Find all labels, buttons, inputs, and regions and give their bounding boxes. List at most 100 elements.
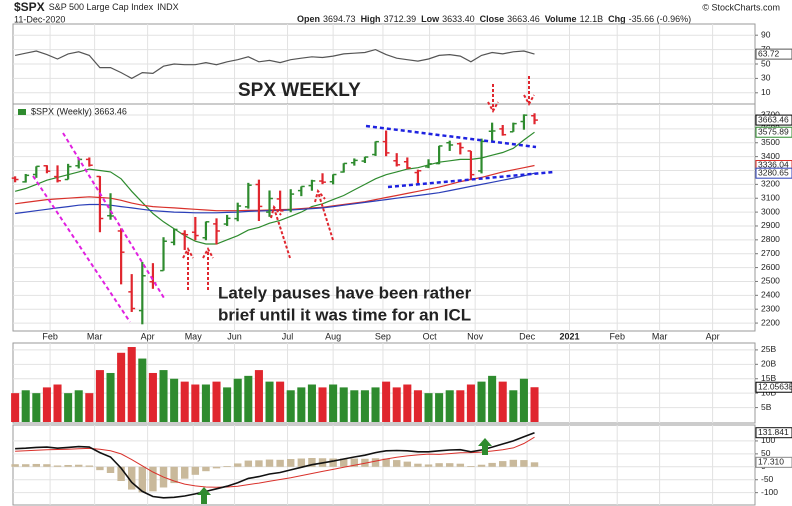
- histogram-bar: [64, 464, 72, 467]
- x-tick-label: May: [185, 331, 203, 341]
- volume-bar: [223, 387, 232, 422]
- histogram-bar: [11, 464, 19, 467]
- volume-bar: [519, 378, 528, 422]
- index-name: S&P 500 Large Cap Index: [49, 2, 154, 12]
- up-arrow: [478, 438, 492, 455]
- histogram-bar: [446, 463, 454, 467]
- volume-bar: [382, 381, 391, 422]
- quote-label: Volume: [545, 14, 577, 24]
- y-tick-label: 2200: [761, 317, 780, 327]
- histogram-bar: [329, 458, 337, 467]
- y-tick-label: 3000: [761, 206, 780, 216]
- volume-bar: [42, 387, 51, 422]
- x-tick-label: Feb: [609, 331, 625, 341]
- y-tick-label: 15B: [761, 373, 776, 383]
- channel-line: [62, 132, 165, 299]
- arrow: [270, 204, 291, 259]
- volume-bar: [32, 393, 41, 422]
- y-tick-label: 50: [761, 448, 771, 458]
- x-tick-label: 2021: [559, 331, 579, 341]
- volume-bar: [276, 381, 285, 422]
- last-value-label: 3663.46: [758, 114, 789, 124]
- volume-bar: [498, 381, 507, 422]
- last-value-label: 3280.65: [758, 167, 789, 177]
- up-arrow: [197, 487, 211, 504]
- volume-bar: [11, 393, 20, 422]
- volume-bar: [435, 393, 444, 422]
- y-tick-label: 2600: [761, 262, 780, 272]
- histogram-bar: [53, 465, 62, 467]
- arrow: [487, 84, 499, 114]
- last-value-label: 12.0563B: [758, 381, 792, 391]
- arrows: [182, 76, 535, 290]
- y-tick-label: 2700: [761, 248, 780, 258]
- last-value-box: [755, 456, 792, 468]
- histogram-bar: [371, 458, 380, 467]
- histogram-bar: [265, 459, 274, 467]
- macd-line: [15, 431, 535, 499]
- histogram-bar: [170, 466, 178, 484]
- moving-average: [15, 172, 535, 215]
- volume-bar: [445, 390, 454, 422]
- y-tick-label: 3200: [761, 179, 780, 189]
- volume-bar: [117, 352, 126, 422]
- quote-label: Chg: [608, 14, 626, 24]
- legend-swatch: [18, 109, 26, 115]
- histogram-bar: [308, 458, 316, 467]
- x-tick-label: Feb: [42, 331, 58, 341]
- volume-bar: [254, 370, 263, 422]
- arrow: [314, 188, 334, 241]
- volume-bar: [297, 387, 306, 422]
- x-tick-label: Jun: [227, 331, 242, 341]
- last-value-box: [755, 114, 792, 126]
- histogram-bar: [244, 460, 253, 467]
- quote-value: 3633.40: [442, 14, 475, 24]
- last-value-label: 131.841: [758, 427, 789, 437]
- x-tick-label: Mar: [652, 331, 668, 341]
- histogram-bar: [287, 459, 295, 467]
- last-value-box: [755, 48, 792, 60]
- histogram-bar: [456, 463, 465, 467]
- channel-line: [32, 175, 131, 323]
- volume-bar: [74, 390, 83, 422]
- histogram-bar: [530, 462, 539, 467]
- quote-label: Low: [421, 14, 440, 24]
- y-tick-label: 2400: [761, 290, 780, 300]
- arrow: [182, 246, 194, 290]
- volume-bar: [424, 393, 433, 422]
- volume-bar: [64, 393, 73, 422]
- histogram-bar: [106, 466, 115, 473]
- rsi-line: [14, 48, 535, 80]
- histogram-bar: [255, 460, 263, 467]
- quote-label: Open: [297, 14, 320, 24]
- x-tick-label: Mar: [87, 331, 103, 341]
- x-tick-label: Aug: [325, 331, 341, 341]
- histogram-bar: [128, 466, 136, 490]
- volume-bar: [85, 393, 94, 422]
- panel-frame: [12, 103, 756, 332]
- volume-bar: [180, 381, 189, 422]
- y-tick-label: -100: [761, 487, 778, 497]
- y-tick-label: 3700: [761, 109, 780, 119]
- volume-bar: [339, 387, 348, 422]
- volume-bar: [106, 372, 115, 422]
- histogram-bar: [340, 458, 348, 467]
- symbol: $SPX: [14, 0, 45, 14]
- histogram-bar: [393, 460, 401, 467]
- y-tick-label: 2900: [761, 220, 780, 230]
- y-tick-label: 30: [761, 73, 771, 83]
- quote: Open 3694.73 High 3712.39 Low 3633.40 Close 366…: [297, 14, 691, 24]
- last-value-box: [755, 126, 792, 138]
- volume-bar: [191, 384, 200, 422]
- signal-line: [15, 436, 535, 488]
- volume-bar: [466, 384, 475, 422]
- y-tick-label: 50: [761, 58, 771, 68]
- y-tick-label: 3500: [761, 137, 780, 147]
- y-tick-label: 20B: [761, 359, 776, 369]
- histogram-bar: [509, 459, 518, 467]
- last-value-label: 3575.89: [758, 126, 789, 136]
- credit: © StockCharts.com: [702, 2, 780, 12]
- histogram-bar: [499, 461, 507, 467]
- y-tick-label: 90: [761, 29, 771, 39]
- histogram-bar: [212, 466, 221, 469]
